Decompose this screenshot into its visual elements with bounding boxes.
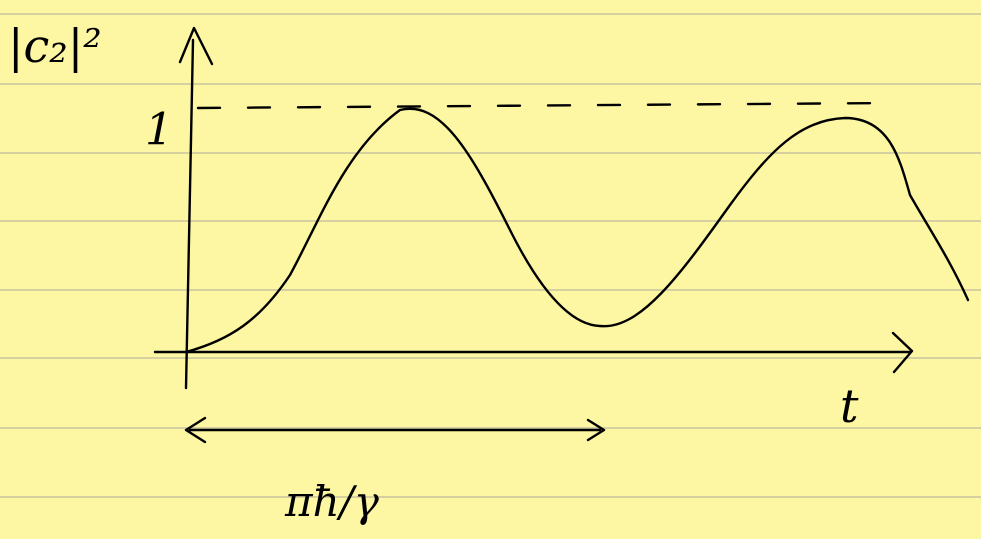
period-label: πħ/γ (284, 477, 380, 526)
y-marker-label: 1 (145, 105, 173, 156)
x-axis-label: t (840, 379, 859, 433)
page: {"axes": {"y_label": "|c₂|²", "y_marker"… (0, 0, 981, 539)
paper (0, 0, 981, 539)
sketch: |c₂|² 1 t πħ/γ (0, 0, 981, 539)
y-axis-label: |c₂|² (8, 19, 102, 73)
